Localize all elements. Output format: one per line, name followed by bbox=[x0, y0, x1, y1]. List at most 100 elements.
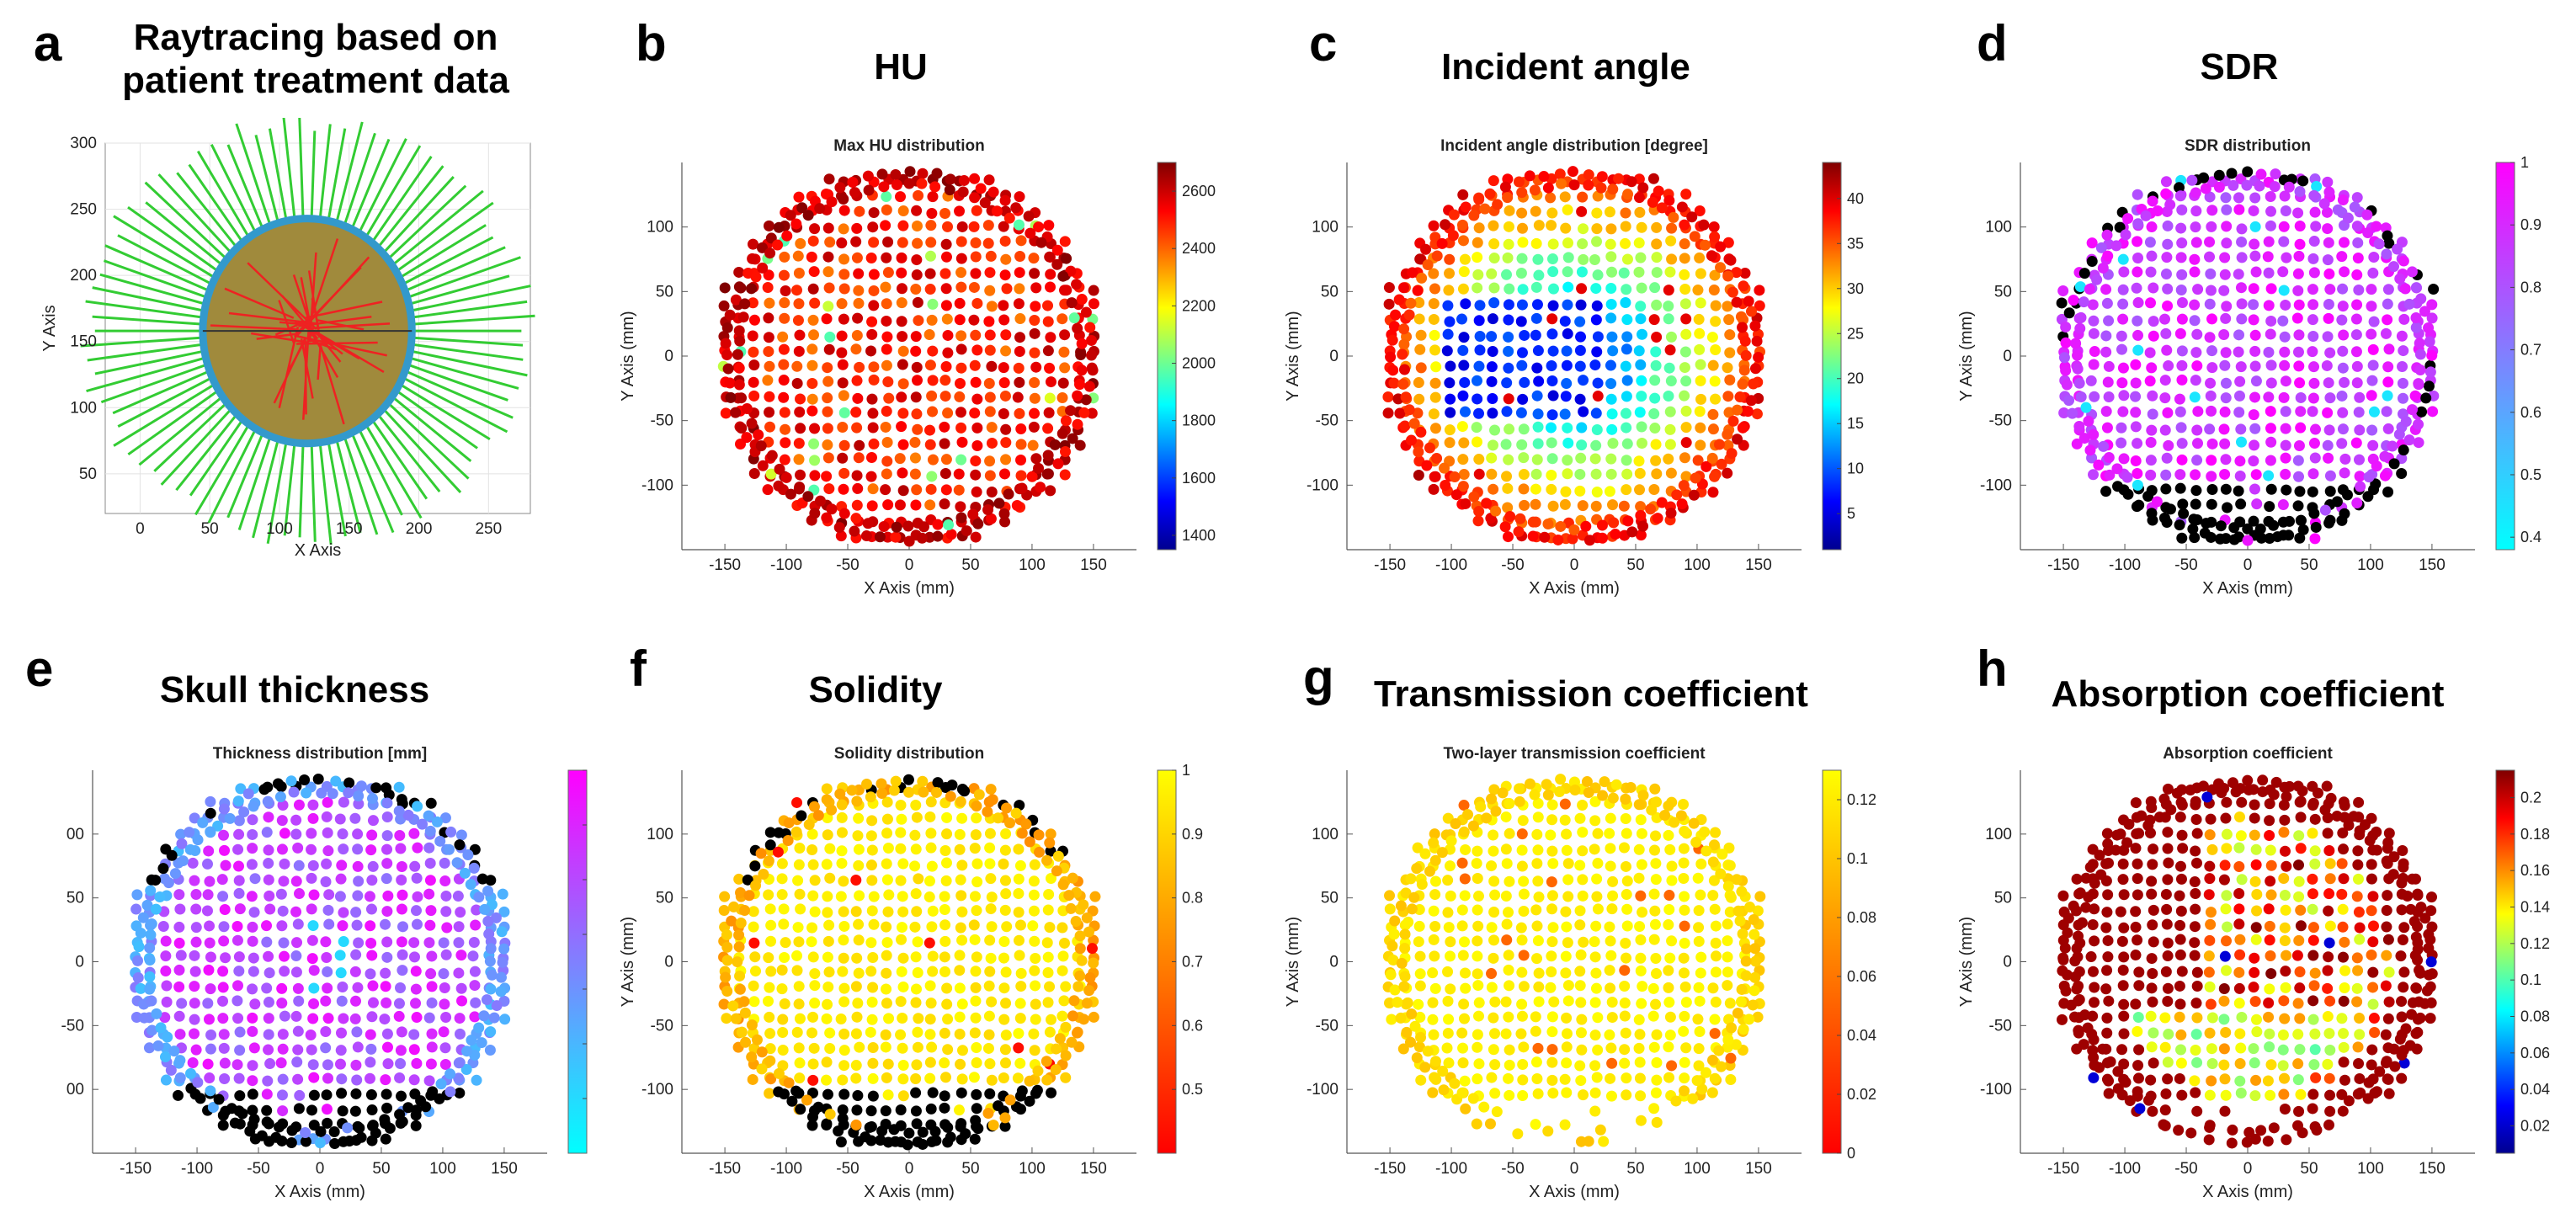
data-point bbox=[917, 168, 929, 179]
data-point bbox=[748, 937, 760, 949]
data-point bbox=[320, 936, 332, 948]
data-point bbox=[2089, 935, 2100, 947]
data-point bbox=[290, 966, 302, 978]
data-point bbox=[2116, 437, 2127, 449]
data-point bbox=[261, 1088, 273, 1100]
data-point bbox=[1467, 1093, 1479, 1104]
data-point bbox=[261, 1116, 273, 1128]
data-point bbox=[1076, 364, 1088, 376]
data-point bbox=[424, 875, 436, 886]
data-point bbox=[1709, 1028, 1721, 1040]
data-point bbox=[2220, 1089, 2232, 1101]
data-point bbox=[247, 843, 258, 854]
data-point bbox=[1532, 1042, 1544, 1054]
data-point bbox=[438, 937, 450, 949]
data-point bbox=[895, 996, 907, 1008]
data-point bbox=[984, 406, 996, 418]
chart-incident-angle: Incident angle distribution [degree]-150… bbox=[1284, 137, 1864, 598]
data-point bbox=[1636, 859, 1647, 870]
data-point bbox=[1533, 375, 1545, 387]
data-point bbox=[1648, 484, 1660, 496]
data-point bbox=[1680, 437, 1692, 449]
data-point bbox=[1589, 1087, 1601, 1099]
data-point bbox=[1392, 997, 1403, 1008]
data-point bbox=[954, 297, 966, 309]
data-point bbox=[1647, 982, 1659, 994]
data-point bbox=[144, 955, 156, 966]
data-point bbox=[2068, 295, 2079, 306]
data-point bbox=[1457, 1042, 1469, 1054]
data-point bbox=[779, 312, 790, 324]
data-point bbox=[408, 1044, 420, 1056]
data-point bbox=[774, 463, 785, 475]
data-point bbox=[2221, 935, 2233, 947]
colorbar-tick-label: 2200 bbox=[1182, 297, 1216, 314]
data-point bbox=[1042, 450, 1054, 461]
data-point bbox=[812, 1101, 824, 1113]
data-point bbox=[866, 316, 878, 327]
data-point bbox=[756, 1046, 768, 1058]
data-point bbox=[2265, 283, 2277, 295]
data-point bbox=[2116, 330, 2127, 342]
x-tick-label: -150 bbox=[120, 1160, 152, 1178]
data-point bbox=[1056, 428, 1068, 439]
colorbar-tick-label: 0.8 bbox=[1182, 890, 1203, 907]
data-point bbox=[1429, 875, 1441, 887]
data-point bbox=[1707, 423, 1719, 435]
data-point bbox=[986, 422, 998, 434]
data-point bbox=[2088, 359, 2100, 370]
data-point bbox=[396, 794, 407, 806]
data-point bbox=[1541, 779, 1552, 790]
data-point bbox=[473, 891, 485, 903]
data-point bbox=[2176, 829, 2188, 841]
data-point bbox=[809, 470, 821, 481]
data-point bbox=[381, 936, 393, 948]
data-point bbox=[1413, 469, 1424, 481]
data-point bbox=[1691, 1075, 1703, 1087]
data-point bbox=[1502, 252, 1514, 263]
data-point bbox=[821, 512, 833, 524]
data-point bbox=[1516, 359, 1528, 371]
data-point bbox=[247, 983, 258, 995]
data-point bbox=[2132, 236, 2143, 247]
data-point bbox=[1560, 222, 1572, 234]
data-point bbox=[1653, 185, 1664, 197]
data-point bbox=[1442, 300, 1454, 311]
data-point bbox=[1401, 1026, 1413, 1038]
data-point bbox=[2279, 814, 2291, 826]
data-point bbox=[1503, 950, 1514, 961]
data-point bbox=[1076, 955, 1088, 966]
data-point bbox=[1438, 1084, 1450, 1096]
data-point bbox=[746, 283, 758, 295]
data-point bbox=[2352, 253, 2364, 264]
data-point bbox=[955, 267, 967, 279]
y-tick-label: 50 bbox=[1994, 890, 2012, 907]
data-point bbox=[1042, 904, 1054, 916]
data-point bbox=[1547, 1088, 1559, 1099]
data-point bbox=[1716, 458, 1727, 470]
data-point bbox=[891, 521, 902, 533]
data-point bbox=[2324, 1045, 2336, 1056]
data-point bbox=[1635, 313, 1647, 325]
plot-title: Absorption coefficient bbox=[2163, 745, 2333, 763]
data-point bbox=[2191, 1105, 2203, 1117]
data-point bbox=[329, 1137, 341, 1149]
data-point bbox=[1437, 1066, 1449, 1077]
data-point bbox=[1745, 395, 1757, 407]
data-point bbox=[146, 1024, 158, 1036]
data-point bbox=[440, 1012, 452, 1024]
data-point bbox=[2381, 406, 2392, 418]
data-point bbox=[793, 191, 805, 203]
data-point bbox=[2381, 248, 2392, 260]
data-point bbox=[2103, 452, 2115, 464]
data-point bbox=[985, 784, 997, 795]
data-point bbox=[1015, 470, 1027, 481]
y-tick-label: 0 bbox=[664, 954, 673, 971]
data-point bbox=[276, 843, 288, 855]
y-tick-label: 50 bbox=[1321, 890, 1339, 907]
data-point bbox=[748, 980, 759, 992]
data-point bbox=[1061, 285, 1072, 296]
data-point bbox=[1014, 267, 1025, 279]
data-point bbox=[1621, 875, 1633, 887]
data-point bbox=[2265, 315, 2277, 327]
